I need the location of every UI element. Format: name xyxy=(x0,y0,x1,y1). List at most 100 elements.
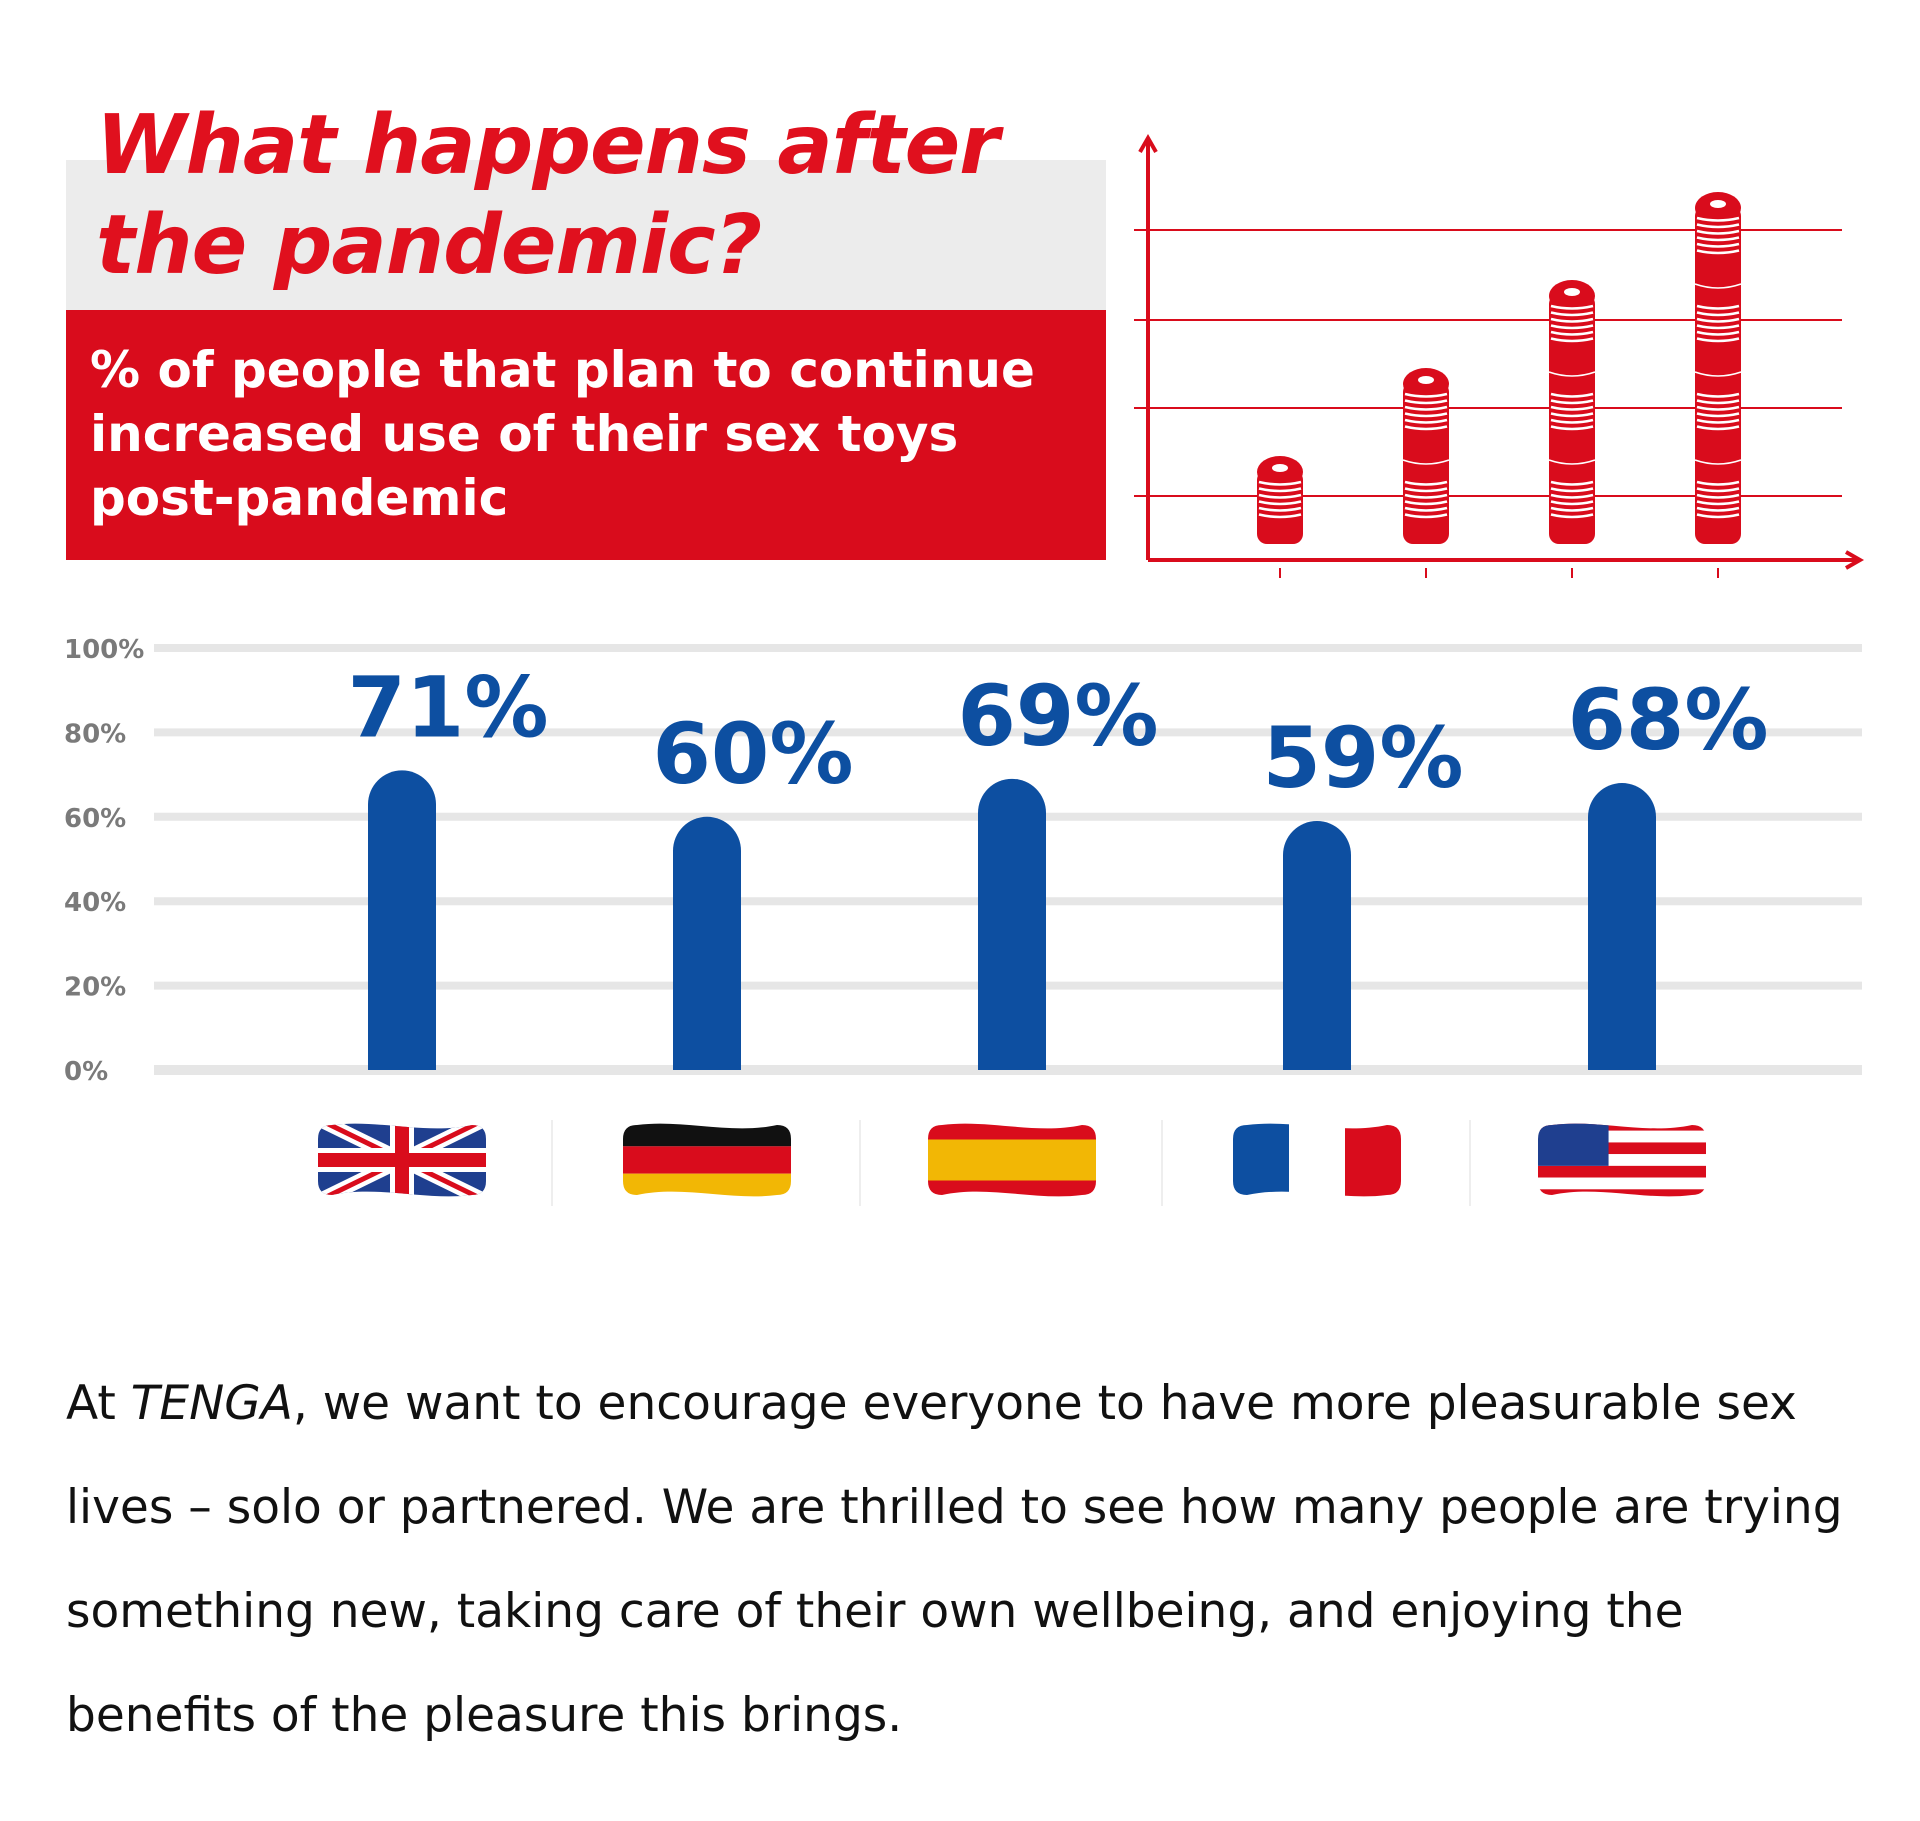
decorative-stack-chart xyxy=(1134,133,1865,578)
toy-body xyxy=(1257,470,1303,544)
toy-ring xyxy=(1550,480,1594,486)
toy-ring xyxy=(1696,337,1740,343)
toy-body xyxy=(1549,294,1595,544)
data-label: 59% xyxy=(1262,709,1463,807)
toy-ring xyxy=(1550,500,1594,506)
mini-x-arrow xyxy=(1845,550,1865,570)
toy-ring xyxy=(1550,324,1594,330)
flag-stripe xyxy=(1538,1177,1706,1190)
bar xyxy=(673,816,741,1070)
toy-seam xyxy=(1694,459,1742,465)
toy-ring xyxy=(1696,324,1740,330)
toy-ring xyxy=(1404,500,1448,506)
toy-ring xyxy=(1404,412,1448,418)
toy-ring xyxy=(1258,506,1302,512)
toy-ring xyxy=(1696,513,1740,519)
flag-stripe xyxy=(1538,1142,1706,1155)
flag-stripe xyxy=(1538,1165,1706,1178)
toy-ring xyxy=(1696,249,1740,255)
toy-ring xyxy=(1696,399,1740,405)
footer-text-rest: , we want to encourage everyone to have … xyxy=(66,1376,1843,1743)
toy-ring xyxy=(1550,418,1594,424)
toy-ring xyxy=(1696,229,1740,235)
toy-cap-hole xyxy=(1272,464,1288,472)
y-tick-label: 80% xyxy=(64,719,126,749)
toy-ring xyxy=(1258,500,1302,506)
toy-ring xyxy=(1404,506,1448,512)
toy-stack xyxy=(1694,192,1742,544)
toy-seam xyxy=(1548,371,1596,377)
toy-ring xyxy=(1696,223,1740,229)
y-tick-label: 0% xyxy=(64,1057,108,1087)
toy-ring xyxy=(1404,405,1448,411)
flag-stripe xyxy=(928,1139,1096,1181)
toy-ring xyxy=(1696,317,1740,323)
footer-text-start: At xyxy=(66,1376,131,1431)
toy-ring xyxy=(1550,513,1594,519)
toy-ring xyxy=(1550,493,1594,499)
data-label: 71% xyxy=(347,658,548,756)
germany-flag-icon xyxy=(623,1123,791,1197)
y-tick-label: 40% xyxy=(64,888,126,918)
toy-ring xyxy=(1696,500,1740,506)
toy-ring xyxy=(1696,425,1740,431)
data-label: 68% xyxy=(1567,671,1768,769)
toy-ring xyxy=(1550,412,1594,418)
france-flag-icon xyxy=(1233,1123,1401,1197)
subtitle-panel xyxy=(66,310,1106,560)
toy-ring xyxy=(1696,392,1740,398)
title-line-2: the pandemic? xyxy=(96,198,762,293)
flag-stripe xyxy=(1233,1123,1289,1197)
toy-body xyxy=(1695,206,1741,544)
bar xyxy=(978,778,1046,1070)
title-line-1: What happens after xyxy=(96,98,1000,193)
subtitle-line-1: % of people that plan to continue xyxy=(90,341,1035,399)
flag-cross-red xyxy=(318,1153,486,1167)
toy-ring xyxy=(1404,487,1448,493)
toy-ring xyxy=(1696,405,1740,411)
toy-stack xyxy=(1548,280,1596,544)
y-tick-label: 100% xyxy=(64,635,144,665)
uk-flag-icon xyxy=(318,1123,486,1197)
toy-ring xyxy=(1550,304,1594,310)
toy-body xyxy=(1403,382,1449,544)
brand-name: TENGA xyxy=(130,1376,293,1431)
bar-chart: 0% 20% 40% 60% 80% 100% 71% 60% 69% 59% 68% xyxy=(64,635,1862,1206)
flag-stripe xyxy=(1345,1123,1401,1197)
toy-ring xyxy=(1550,317,1594,323)
toy-ring xyxy=(1696,487,1740,493)
flag-stripe xyxy=(1538,1123,1706,1131)
flag-stripe xyxy=(623,1173,791,1197)
toy-stack xyxy=(1402,368,1450,544)
subtitle-line-2: increased use of their sex toys xyxy=(90,405,959,463)
toy-ring xyxy=(1696,236,1740,242)
mini-y-arrow xyxy=(1138,133,1158,153)
toy-ring xyxy=(1404,392,1448,398)
flag-stripe xyxy=(623,1146,791,1174)
data-label: 60% xyxy=(652,705,853,803)
toy-ring xyxy=(1696,493,1740,499)
toy-ring xyxy=(1696,480,1740,486)
y-tick-label: 20% xyxy=(64,973,126,1003)
subtitle-line-3: post-pandemic xyxy=(90,469,509,527)
toy-ring xyxy=(1696,506,1740,512)
toy-ring xyxy=(1696,304,1740,310)
toy-ring xyxy=(1404,418,1448,424)
toy-ring xyxy=(1696,412,1740,418)
toy-cap-hole xyxy=(1710,200,1726,208)
flag-stripe xyxy=(1289,1123,1345,1197)
toy-ring xyxy=(1550,311,1594,317)
toy-ring xyxy=(1258,487,1302,493)
toy-ring xyxy=(1404,513,1448,519)
usa-flag-icon xyxy=(1538,1123,1706,1197)
toy-ring xyxy=(1550,487,1594,493)
toy-ring xyxy=(1696,418,1740,424)
flag-stripe xyxy=(1538,1154,1706,1166)
footer-paragraph: At TENGA, we want to encourage everyone … xyxy=(66,1352,1866,1768)
y-tick-label: 60% xyxy=(64,804,126,834)
toy-ring xyxy=(1550,337,1594,343)
toy-ring xyxy=(1258,480,1302,486)
toy-ring xyxy=(1404,493,1448,499)
toy-ring xyxy=(1696,216,1740,222)
data-label: 69% xyxy=(957,667,1158,765)
